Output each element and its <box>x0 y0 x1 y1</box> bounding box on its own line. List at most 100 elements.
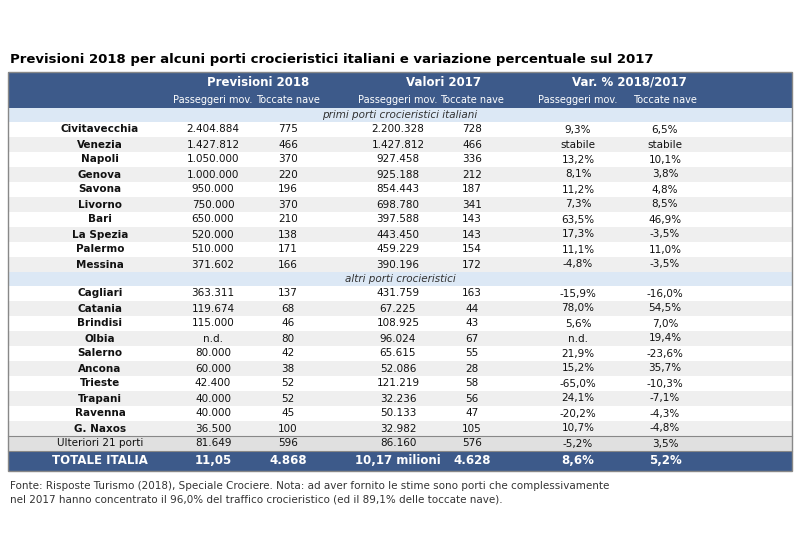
Text: Brindisi: Brindisi <box>78 319 122 328</box>
Text: 115.000: 115.000 <box>192 319 234 328</box>
Bar <box>8 421 792 436</box>
Text: 854.443: 854.443 <box>377 185 419 195</box>
Text: 8,1%: 8,1% <box>565 170 591 180</box>
Text: 2.404.884: 2.404.884 <box>186 124 239 134</box>
Text: 19,4%: 19,4% <box>649 333 682 343</box>
Text: 390.196: 390.196 <box>377 259 419 269</box>
Text: 10,17 milioni: 10,17 milioni <box>355 455 441 467</box>
Bar <box>8 346 792 361</box>
Text: 119.674: 119.674 <box>191 304 234 314</box>
Text: 56: 56 <box>466 394 478 404</box>
Text: Ancona: Ancona <box>78 363 122 373</box>
Text: 371.602: 371.602 <box>191 259 234 269</box>
Text: 32.236: 32.236 <box>380 394 416 404</box>
Bar <box>8 257 792 272</box>
Text: Passeggeri mov.: Passeggeri mov. <box>538 95 618 105</box>
Text: Livorno: Livorno <box>78 200 122 210</box>
Bar <box>8 286 792 301</box>
Bar <box>8 72 792 92</box>
Bar <box>8 361 792 376</box>
Bar <box>8 182 792 197</box>
Text: Olbia: Olbia <box>85 333 115 343</box>
Text: 4.868: 4.868 <box>269 455 307 467</box>
Text: 220: 220 <box>278 170 298 180</box>
Text: 363.311: 363.311 <box>191 289 234 299</box>
Text: 4,8%: 4,8% <box>652 185 678 195</box>
Text: 38: 38 <box>282 363 294 373</box>
Text: 212: 212 <box>462 170 482 180</box>
Text: 36.500: 36.500 <box>195 424 231 434</box>
Text: 7,3%: 7,3% <box>565 200 591 210</box>
Text: nel 2017 hanno concentrato il 96,0% del traffico crocieristico (ed il 89,1% dell: nel 2017 hanno concentrato il 96,0% del … <box>10 495 502 505</box>
Text: Genova: Genova <box>78 170 122 180</box>
Text: 10,1%: 10,1% <box>649 154 682 164</box>
Text: 58: 58 <box>466 378 478 389</box>
Bar <box>8 272 792 286</box>
Text: 121.219: 121.219 <box>377 378 419 389</box>
Text: 443.450: 443.450 <box>377 229 419 239</box>
Text: 3,8%: 3,8% <box>652 170 678 180</box>
Bar <box>8 212 792 227</box>
Text: TOTALE ITALIA: TOTALE ITALIA <box>52 455 148 467</box>
Text: -10,3%: -10,3% <box>646 378 683 389</box>
Bar <box>8 436 792 451</box>
Text: 576: 576 <box>462 439 482 448</box>
Text: 24,1%: 24,1% <box>562 394 594 404</box>
Text: 1.427.812: 1.427.812 <box>186 139 239 149</box>
Text: 163: 163 <box>462 289 482 299</box>
Text: 15,2%: 15,2% <box>562 363 594 373</box>
Text: 171: 171 <box>278 244 298 254</box>
Text: 510.000: 510.000 <box>192 244 234 254</box>
Text: 431.759: 431.759 <box>377 289 419 299</box>
Text: Savona: Savona <box>78 185 122 195</box>
Text: 2.200.328: 2.200.328 <box>371 124 425 134</box>
Text: Bari: Bari <box>88 215 112 225</box>
Text: 925.188: 925.188 <box>377 170 419 180</box>
Text: 45: 45 <box>282 409 294 419</box>
Text: 4.628: 4.628 <box>454 455 490 467</box>
Text: 67: 67 <box>466 333 478 343</box>
Text: primi porti crocieristici italiani: primi porti crocieristici italiani <box>322 110 478 120</box>
Bar <box>8 301 792 316</box>
Text: 596: 596 <box>278 439 298 448</box>
Text: 108.925: 108.925 <box>377 319 419 328</box>
Text: 5,6%: 5,6% <box>565 319 591 328</box>
Text: 42: 42 <box>282 348 294 358</box>
Text: G. Naxos: G. Naxos <box>74 424 126 434</box>
Text: -3,5%: -3,5% <box>650 229 680 239</box>
Text: 1.427.812: 1.427.812 <box>371 139 425 149</box>
Text: 950.000: 950.000 <box>192 185 234 195</box>
Text: 6,5%: 6,5% <box>652 124 678 134</box>
Text: 9,3%: 9,3% <box>565 124 591 134</box>
Text: 370: 370 <box>278 154 298 164</box>
Text: 32.982: 32.982 <box>380 424 416 434</box>
Text: 466: 466 <box>278 139 298 149</box>
Text: 96.024: 96.024 <box>380 333 416 343</box>
Text: 459.229: 459.229 <box>377 244 419 254</box>
Bar <box>8 316 792 331</box>
Text: 13,2%: 13,2% <box>562 154 594 164</box>
Text: n.d.: n.d. <box>568 333 588 343</box>
Text: 47: 47 <box>466 409 478 419</box>
Text: 397.588: 397.588 <box>377 215 419 225</box>
Text: 370: 370 <box>278 200 298 210</box>
Bar <box>8 108 792 122</box>
Text: -15,9%: -15,9% <box>559 289 597 299</box>
Text: 10,7%: 10,7% <box>562 424 594 434</box>
Text: 143: 143 <box>462 229 482 239</box>
Text: 100: 100 <box>278 424 298 434</box>
Bar <box>8 242 792 257</box>
Text: Napoli: Napoli <box>81 154 119 164</box>
Text: 341: 341 <box>462 200 482 210</box>
Text: -23,6%: -23,6% <box>646 348 683 358</box>
Text: stabile: stabile <box>561 139 595 149</box>
Text: 46: 46 <box>282 319 294 328</box>
Text: 5,2%: 5,2% <box>649 455 682 467</box>
Text: Catania: Catania <box>78 304 122 314</box>
Text: 28: 28 <box>466 363 478 373</box>
Text: Salerno: Salerno <box>78 348 122 358</box>
Text: 54,5%: 54,5% <box>649 304 682 314</box>
Text: 728: 728 <box>462 124 482 134</box>
Text: -3,5%: -3,5% <box>650 259 680 269</box>
Bar <box>8 92 792 108</box>
